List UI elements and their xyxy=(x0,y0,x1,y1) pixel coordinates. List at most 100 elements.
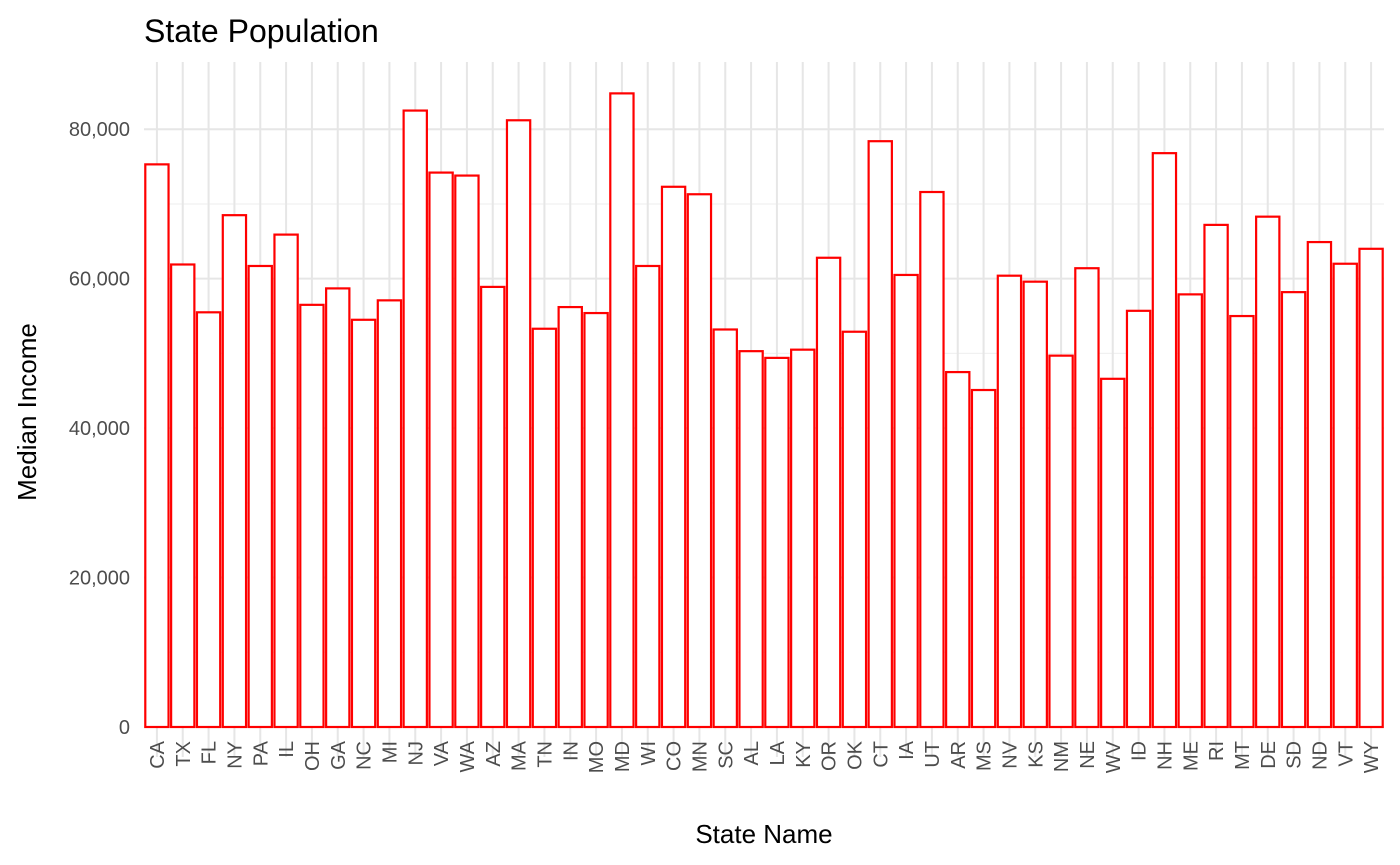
bar-ny xyxy=(221,214,248,729)
x-tick-label: KS xyxy=(1025,741,1047,768)
bar-ga xyxy=(325,287,351,729)
bar-la xyxy=(764,356,790,729)
bar-nv xyxy=(996,274,1023,729)
x-tick-label: MA xyxy=(509,740,531,771)
x-tick-label: TN xyxy=(534,741,556,768)
x-tick-label: AL xyxy=(741,741,763,765)
y-tick-label: 0 xyxy=(119,717,130,739)
bar-ma xyxy=(505,119,532,729)
bar-mt xyxy=(1229,314,1255,729)
bar-ca xyxy=(144,163,170,729)
y-tick-label: 80,000 xyxy=(69,119,130,141)
x-tick-label: SD xyxy=(1284,741,1306,769)
x-tick-label: OK xyxy=(844,740,866,770)
x-tick-label: NH xyxy=(1154,741,1176,770)
bar-mo xyxy=(583,311,609,729)
x-tick-label: NJ xyxy=(405,741,427,765)
x-tick-label: MI xyxy=(379,741,401,763)
x-tick-label: UT xyxy=(922,741,944,768)
bar-in xyxy=(557,305,583,729)
x-tick-label: KY xyxy=(793,741,815,768)
chart-title: State Population xyxy=(144,13,379,49)
x-tick-label: ME xyxy=(1180,741,1202,771)
bar-ms xyxy=(970,388,997,729)
bar-mn xyxy=(686,193,713,729)
x-tick-label: PA xyxy=(250,740,272,766)
x-tick-label: ID xyxy=(1129,741,1151,761)
bar-nh xyxy=(1151,152,1178,729)
bar-or xyxy=(815,256,842,729)
bar-tn xyxy=(531,327,558,729)
bar-pa xyxy=(247,264,273,729)
bar-ct xyxy=(867,140,893,729)
x-tick-label: TX xyxy=(173,741,195,767)
x-tick-label: NV xyxy=(999,740,1021,768)
bar-md xyxy=(609,92,635,729)
bar-ar xyxy=(945,370,971,729)
x-tick-label: OH xyxy=(302,741,324,771)
bar-wy xyxy=(1358,247,1384,729)
bar-nd xyxy=(1306,240,1333,729)
bar-co xyxy=(660,185,687,729)
x-tick-label: MD xyxy=(612,741,634,772)
bar-wv xyxy=(1100,377,1126,729)
x-tick-label: RI xyxy=(1206,741,1228,761)
x-tick-label: WI xyxy=(638,741,660,765)
x-tick-label: WA xyxy=(457,740,479,772)
x-tick-label: AR xyxy=(948,741,970,769)
bar-de xyxy=(1255,215,1281,729)
x-tick-label: VA xyxy=(431,740,453,766)
x-tick-label: MO xyxy=(586,741,608,773)
bar-fl xyxy=(195,311,222,729)
bar-ut xyxy=(919,190,945,729)
x-tick-label: IA xyxy=(896,740,918,760)
bar-me xyxy=(1177,293,1203,729)
bar-sc xyxy=(712,328,738,729)
x-tick-label: MN xyxy=(689,741,711,772)
y-tick-label: 40,000 xyxy=(69,418,130,440)
bar-al xyxy=(738,350,764,729)
bar-ok xyxy=(841,330,868,729)
x-tick-label: WV xyxy=(1103,740,1125,773)
x-tick-label: IL xyxy=(276,741,298,758)
bar-vt xyxy=(1332,262,1358,729)
y-tick-label: 60,000 xyxy=(69,269,130,291)
y-axis-title: Median Income xyxy=(12,323,42,501)
bar-nj xyxy=(402,109,428,729)
x-tick-label: OR xyxy=(819,741,841,771)
x-tick-label: ND xyxy=(1309,741,1331,770)
bar-wi xyxy=(635,264,661,729)
bar-nm xyxy=(1048,354,1074,729)
bar-oh xyxy=(299,303,325,729)
bar-ia xyxy=(893,273,919,729)
bar-id xyxy=(1125,309,1152,729)
bar-sd xyxy=(1280,291,1307,729)
x-tick-label: NM xyxy=(1051,741,1073,772)
x-tick-label: CA xyxy=(147,740,169,768)
x-tick-label: CO xyxy=(664,741,686,771)
x-tick-label: SC xyxy=(715,741,737,769)
x-tick-label: AZ xyxy=(483,741,505,767)
x-tick-label: FL xyxy=(199,741,221,764)
x-tick-label: MT xyxy=(1232,741,1254,770)
x-tick-label: WY xyxy=(1361,741,1383,773)
x-tick-label: NY xyxy=(224,741,246,769)
bar-ri xyxy=(1203,223,1229,729)
bar-tx xyxy=(170,263,196,729)
bar-ne xyxy=(1074,267,1100,729)
y-tick-label: 20,000 xyxy=(69,568,130,590)
bar-ky xyxy=(790,348,816,729)
bar-mi xyxy=(376,299,403,729)
bar-ks xyxy=(1022,280,1048,729)
bar-az xyxy=(480,285,506,729)
x-tick-label: NE xyxy=(1077,741,1099,769)
x-tick-label: MS xyxy=(974,741,996,771)
bars xyxy=(144,92,1384,729)
bar-wa xyxy=(454,174,480,729)
x-tick-label: LA xyxy=(767,740,789,765)
x-tick-label: DE xyxy=(1258,741,1280,769)
x-tick-label: NC xyxy=(354,741,376,770)
bar-va xyxy=(428,171,454,729)
